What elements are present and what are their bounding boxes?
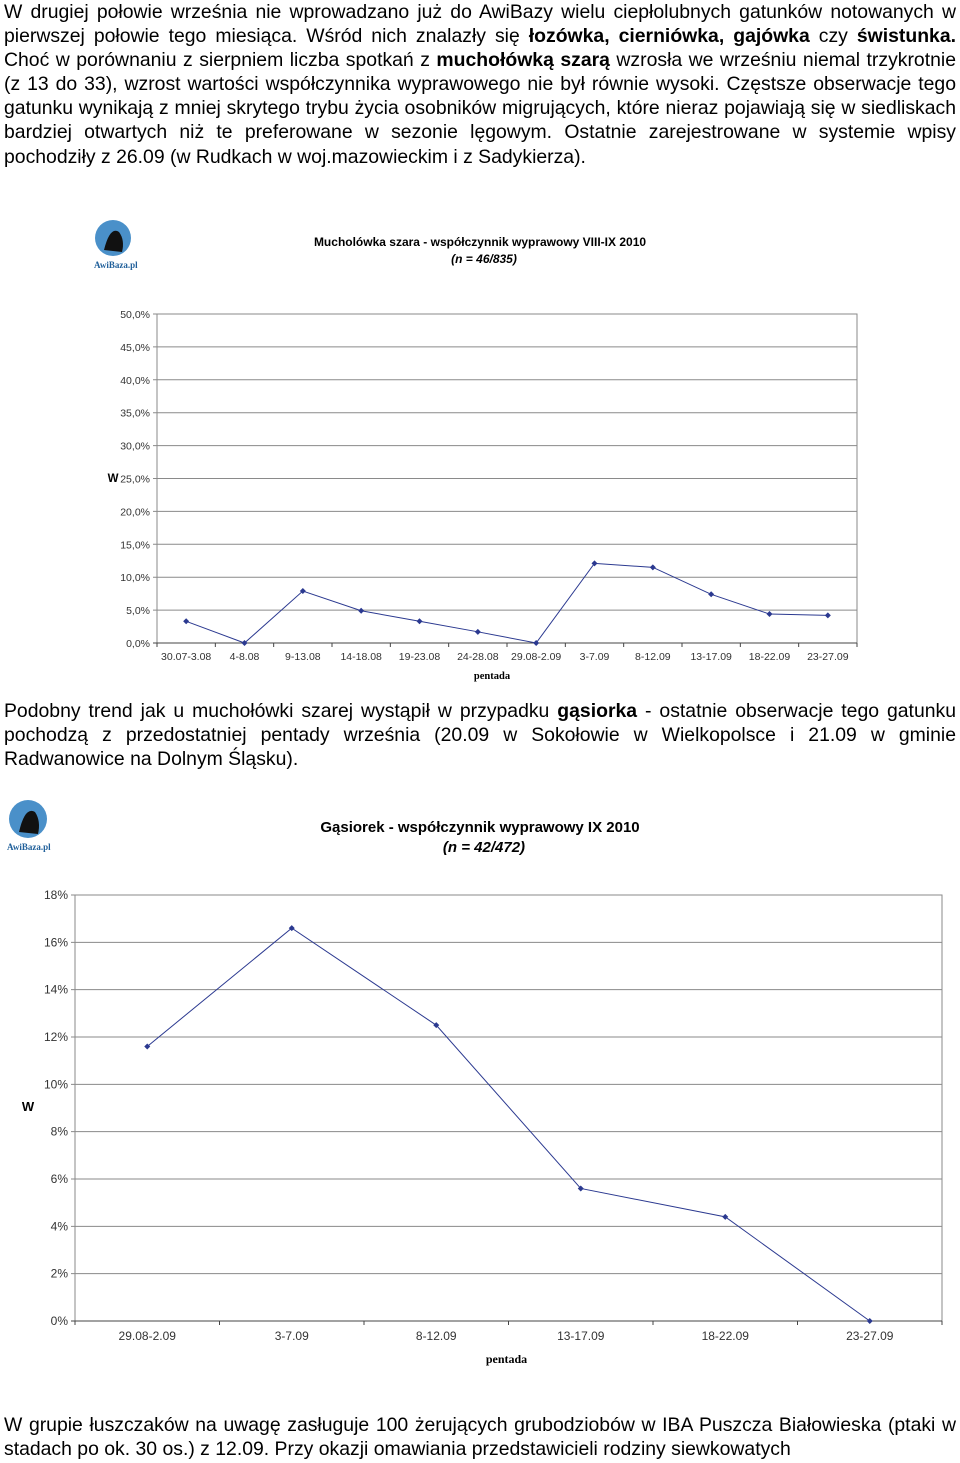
data-point xyxy=(766,611,773,618)
data-point xyxy=(649,564,656,571)
y-tick-label: 0% xyxy=(51,1314,69,1328)
data-point xyxy=(416,618,423,625)
text-run: - ostatnie obserwacje tego gatunku pocho… xyxy=(4,700,956,771)
bird-shape xyxy=(104,230,123,252)
x-tick-label: 18-22.09 xyxy=(702,1329,750,1343)
species-bold: łozówka, cierniówka, gajówka xyxy=(528,25,810,48)
chart-mucholowka: AwiBaza.pl Mucholówka szara - współczynn… xyxy=(0,206,960,686)
x-tick-label: 9-13.08 xyxy=(285,651,321,663)
y-tick-label: 30,0% xyxy=(120,441,150,453)
x-tick-label: 23-27.09 xyxy=(846,1329,894,1343)
data-point xyxy=(533,640,540,646)
x-tick-label: 3-7.09 xyxy=(580,651,610,663)
x-tick-label: 24-28.08 xyxy=(457,651,499,663)
y-tick-label: 10,0% xyxy=(120,572,150,584)
data-point xyxy=(241,640,248,646)
y-tick-label: 15,0% xyxy=(120,539,150,551)
paragraph-luszczaki: W grupie łuszczaków na uwagę zasługuje 1… xyxy=(4,1413,956,1461)
data-point xyxy=(183,618,190,625)
y-tick-label: 18% xyxy=(44,888,68,902)
species-bold: muchołówką szarą xyxy=(436,49,610,72)
chart-title: Mucholówka szara - współczynnik wyprawow… xyxy=(314,235,646,249)
data-point xyxy=(288,925,295,932)
y-tick-label: 5,0% xyxy=(126,605,150,617)
species-bold: gąsiorka xyxy=(557,700,638,722)
x-tick-label: 8-12.09 xyxy=(416,1329,457,1343)
y-tick-label: 0,0% xyxy=(126,638,150,650)
text-run: W grupie łuszczaków na uwagę zasługuje 1… xyxy=(4,1414,956,1461)
x-axis-label: pentada xyxy=(486,1352,527,1366)
y-axis-label: W xyxy=(108,473,119,485)
data-point xyxy=(866,1318,873,1324)
chart-subtitle: (n = 42/472) xyxy=(443,839,525,856)
y-tick-label: 35,0% xyxy=(120,408,150,420)
x-tick-label: 8-12.09 xyxy=(635,651,671,663)
data-point xyxy=(433,1022,440,1029)
chart-mucholowka-svg: AwiBaza.pl Mucholówka szara - współczynn… xyxy=(94,220,858,682)
x-tick-label: 3-7.09 xyxy=(275,1329,309,1343)
chart-subtitle: (n = 46/835) xyxy=(451,252,517,266)
species-bold: świstunka. xyxy=(856,25,956,48)
data-point xyxy=(474,628,481,635)
data-point xyxy=(144,1043,151,1050)
y-tick-label: 40,0% xyxy=(120,375,150,387)
y-tick-label: 45,0% xyxy=(120,342,150,354)
y-tick-label: 10% xyxy=(44,1077,68,1091)
y-tick-label: 4% xyxy=(51,1219,69,1233)
y-tick-label: 14% xyxy=(44,983,68,997)
x-tick-label: 13-17.09 xyxy=(690,651,732,663)
data-point xyxy=(299,588,306,595)
text-run: czy xyxy=(809,25,857,48)
text-run: Podobny trend jak u muchołówki szarej wy… xyxy=(4,700,558,722)
chart-gasiorek: AwiBaza.pl Gąsiorek - współczynnik wypra… xyxy=(0,795,960,1375)
chart-title: Gąsiorek - współczynnik wyprawowy IX 201… xyxy=(320,819,639,836)
x-axis-label: pentada xyxy=(474,671,511,682)
bird-shape xyxy=(19,810,39,834)
y-tick-label: 16% xyxy=(44,935,68,949)
data-point xyxy=(708,591,715,598)
y-tick-label: 6% xyxy=(51,1172,69,1186)
x-tick-label: 23-27.09 xyxy=(807,651,849,663)
text-run: W drugiej połowie września nie wprowadza… xyxy=(4,1,956,48)
logo-text: AwiBaza.pl xyxy=(7,842,51,852)
series-line xyxy=(185,562,828,644)
y-tick-label: 50,0% xyxy=(120,309,150,321)
x-tick-label: 4-8.08 xyxy=(230,651,260,663)
text-run: Choć w porównaniu z sierpniem liczba spo… xyxy=(4,49,437,72)
y-axis-label: W xyxy=(22,1099,35,1114)
x-tick-label: 18-22.09 xyxy=(749,651,791,663)
x-tick-label: 19-23.08 xyxy=(399,651,441,663)
data-point xyxy=(358,607,365,614)
logo-text: AwiBaza.pl xyxy=(94,260,138,270)
x-tick-label: 29.08-2.09 xyxy=(511,651,561,663)
text-run: wzrosła we wrześniu niemal trzykrotnie (… xyxy=(4,49,956,168)
x-tick-label: 14-18.08 xyxy=(340,651,382,663)
y-tick-label: 25,0% xyxy=(120,474,150,486)
plot-area xyxy=(74,894,943,1322)
awibaza-logo: AwiBaza.pl xyxy=(94,220,138,270)
x-tick-label: 30.07-3.08 xyxy=(161,651,211,663)
awibaza-logo: AwiBaza.pl xyxy=(7,800,51,852)
x-tick-label: 29.08-2.09 xyxy=(119,1329,177,1343)
y-tick-label: 8% xyxy=(51,1125,69,1139)
paragraph-muchołówka: W drugiej połowie września nie wprowadza… xyxy=(4,0,956,169)
data-point xyxy=(824,612,831,619)
chart-gasiorek-svg: AwiBaza.pl Gąsiorek - współczynnik wypra… xyxy=(7,800,943,1366)
y-tick-label: 12% xyxy=(44,1030,68,1044)
x-tick-label: 13-17.09 xyxy=(557,1329,605,1343)
series-line xyxy=(146,927,871,1322)
data-point xyxy=(577,1185,584,1192)
data-point xyxy=(591,560,598,567)
y-tick-label: 2% xyxy=(51,1267,69,1281)
data-point xyxy=(722,1213,729,1220)
paragraph-gasiorek: Podobny trend jak u muchołówki szarej wy… xyxy=(4,699,956,771)
y-tick-label: 20,0% xyxy=(120,506,150,518)
